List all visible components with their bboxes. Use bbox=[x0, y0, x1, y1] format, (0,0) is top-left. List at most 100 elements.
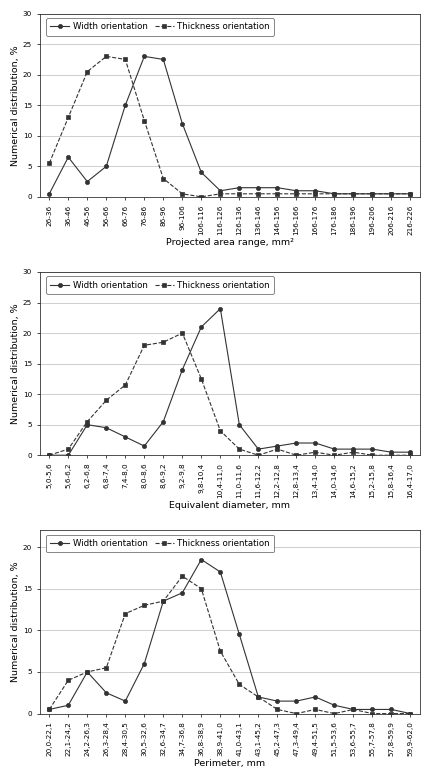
Width orientation bbox=[369, 445, 374, 454]
Width orientation bbox=[104, 688, 109, 697]
Width orientation bbox=[350, 189, 355, 199]
Thickness orientation bbox=[331, 189, 336, 199]
X-axis label: Equivalent diameter, mm: Equivalent diameter, mm bbox=[169, 501, 290, 509]
Width orientation bbox=[312, 693, 317, 702]
Width orientation bbox=[331, 445, 336, 454]
Thickness orientation bbox=[331, 450, 336, 460]
Thickness orientation bbox=[141, 340, 147, 350]
Line: Width orientation: Width orientation bbox=[47, 307, 412, 457]
Thickness orientation bbox=[369, 450, 374, 460]
Y-axis label: Numerical distribution, %: Numerical distribution, % bbox=[11, 303, 20, 424]
Thickness orientation bbox=[236, 445, 241, 454]
Width orientation bbox=[141, 442, 147, 451]
Width orientation bbox=[179, 588, 184, 597]
Thickness orientation bbox=[123, 380, 128, 390]
Width orientation bbox=[65, 700, 71, 710]
Thickness orientation bbox=[65, 445, 71, 454]
Thickness orientation bbox=[350, 447, 355, 456]
Thickness orientation bbox=[274, 189, 279, 199]
Thickness orientation bbox=[123, 609, 128, 619]
Width orientation bbox=[160, 55, 166, 64]
Width orientation bbox=[217, 567, 222, 576]
Thickness orientation bbox=[104, 663, 109, 672]
Thickness orientation bbox=[65, 113, 71, 122]
Width orientation bbox=[350, 705, 355, 714]
Thickness orientation bbox=[160, 337, 166, 347]
Width orientation bbox=[46, 705, 52, 714]
Thickness orientation bbox=[198, 192, 203, 202]
Width orientation bbox=[85, 668, 90, 677]
Thickness orientation bbox=[85, 668, 90, 677]
Thickness orientation bbox=[198, 374, 203, 383]
Width orientation bbox=[255, 183, 260, 192]
Width orientation bbox=[198, 555, 203, 564]
Thickness orientation bbox=[85, 67, 90, 76]
Thickness orientation bbox=[217, 647, 222, 656]
Thickness orientation bbox=[46, 159, 52, 168]
Thickness orientation bbox=[179, 572, 184, 581]
Thickness orientation bbox=[141, 601, 147, 610]
Thickness orientation bbox=[388, 450, 393, 460]
Width orientation bbox=[104, 423, 109, 432]
Width orientation bbox=[293, 439, 298, 448]
Width orientation bbox=[85, 420, 90, 429]
Width orientation bbox=[123, 432, 128, 442]
Thickness orientation bbox=[369, 709, 374, 718]
Width orientation bbox=[141, 51, 147, 61]
Thickness orientation bbox=[123, 55, 128, 64]
Thickness orientation bbox=[85, 417, 90, 426]
Width orientation bbox=[198, 167, 203, 177]
Line: Width orientation: Width orientation bbox=[47, 55, 412, 196]
Legend: Width orientation, Thickness orientation: Width orientation, Thickness orientation bbox=[46, 18, 273, 36]
Thickness orientation bbox=[255, 693, 260, 702]
Width orientation bbox=[236, 420, 241, 429]
Width orientation bbox=[255, 693, 260, 702]
Width orientation bbox=[407, 189, 412, 199]
Thickness orientation bbox=[331, 709, 336, 718]
Width orientation bbox=[160, 597, 166, 606]
Y-axis label: Numerical distribution, %: Numerical distribution, % bbox=[11, 45, 20, 166]
Width orientation bbox=[179, 119, 184, 129]
Width orientation bbox=[388, 447, 393, 456]
Thickness orientation bbox=[65, 675, 71, 685]
Thickness orientation bbox=[160, 174, 166, 183]
Width orientation bbox=[217, 186, 222, 196]
Width orientation bbox=[293, 186, 298, 196]
Thickness orientation bbox=[255, 189, 260, 199]
Thickness orientation bbox=[369, 189, 374, 199]
Thickness orientation bbox=[407, 709, 412, 718]
Width orientation bbox=[141, 659, 147, 668]
Y-axis label: Numerical distribution, %: Numerical distribution, % bbox=[11, 562, 20, 682]
Width orientation bbox=[274, 696, 279, 706]
Width orientation bbox=[388, 705, 393, 714]
Thickness orientation bbox=[255, 450, 260, 460]
Thickness orientation bbox=[407, 450, 412, 460]
Thickness orientation bbox=[350, 705, 355, 714]
Width orientation bbox=[312, 186, 317, 196]
Width orientation bbox=[123, 100, 128, 110]
Width orientation bbox=[236, 183, 241, 192]
Line: Thickness orientation: Thickness orientation bbox=[47, 331, 412, 457]
Line: Width orientation: Width orientation bbox=[47, 558, 412, 716]
Legend: Width orientation, Thickness orientation: Width orientation, Thickness orientation bbox=[46, 277, 273, 294]
Thickness orientation bbox=[293, 450, 298, 460]
Thickness orientation bbox=[274, 705, 279, 714]
Width orientation bbox=[255, 445, 260, 454]
Width orientation bbox=[85, 177, 90, 186]
Thickness orientation bbox=[160, 597, 166, 606]
Width orientation bbox=[407, 447, 412, 456]
Thickness orientation bbox=[46, 450, 52, 460]
Width orientation bbox=[274, 183, 279, 192]
Thickness orientation bbox=[46, 705, 52, 714]
Width orientation bbox=[312, 439, 317, 448]
Width orientation bbox=[274, 442, 279, 451]
Width orientation bbox=[293, 696, 298, 706]
Width orientation bbox=[179, 365, 184, 375]
Width orientation bbox=[369, 189, 374, 199]
Thickness orientation bbox=[388, 709, 393, 718]
Width orientation bbox=[160, 417, 166, 426]
Thickness orientation bbox=[217, 189, 222, 199]
Width orientation bbox=[388, 189, 393, 199]
Thickness orientation bbox=[388, 189, 393, 199]
Thickness orientation bbox=[350, 189, 355, 199]
